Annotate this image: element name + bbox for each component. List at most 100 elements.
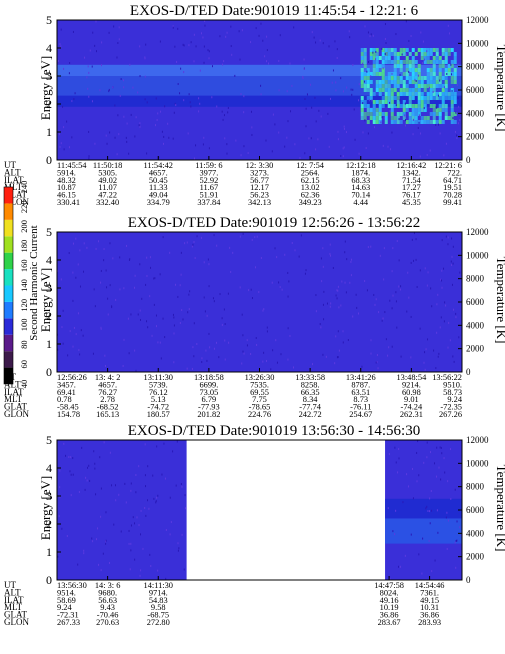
ephemeris-value: 224.76 xyxy=(248,410,271,419)
heatmap-cell xyxy=(429,96,433,100)
heatmap-cell xyxy=(393,80,397,84)
ephemeris-value: 71.54 xyxy=(402,176,422,185)
panel-1: EXOS-D/TED Date:901019 11:45:54 - 12:21:… xyxy=(4,3,505,207)
heatmap-speckle xyxy=(439,446,441,449)
heatmap-speckle xyxy=(188,308,190,311)
ephemeris-value: 7.75 xyxy=(252,395,267,404)
heatmap-cell xyxy=(378,116,382,120)
heatmap-speckle xyxy=(246,344,248,347)
heatmap-speckle xyxy=(108,88,110,91)
heatmap-speckle xyxy=(95,50,97,53)
y2-tick-label: 2000 xyxy=(466,552,485,562)
heatmap-speckle xyxy=(322,42,324,45)
heatmap-speckle xyxy=(59,486,61,489)
heatmap-cell xyxy=(432,60,436,64)
heatmap-speckle xyxy=(364,119,366,122)
heatmap-cell xyxy=(372,120,376,124)
heatmap-cell xyxy=(381,64,385,68)
heatmap-cell xyxy=(432,72,436,76)
heatmap-cell xyxy=(426,84,430,88)
heatmap-speckle xyxy=(274,123,276,126)
heatmap-speckle xyxy=(211,96,213,99)
heatmap-cell xyxy=(417,104,421,108)
ephemeris-value: 13: 4: 2 xyxy=(95,373,121,382)
y-tick-label: 0 xyxy=(46,153,52,167)
heatmap-speckle xyxy=(330,302,332,305)
heatmap-cell xyxy=(429,68,433,72)
heatmap-speckle xyxy=(332,69,334,72)
heatmap-speckle xyxy=(450,73,452,76)
ephemeris-value: 12:21: 6 xyxy=(434,161,462,170)
heatmap-speckle xyxy=(99,456,101,459)
y2-tick-label: 0 xyxy=(466,575,471,585)
heatmap-cell xyxy=(429,76,433,80)
heatmap-speckle xyxy=(418,121,420,124)
colorbar-tick-label: 160 xyxy=(19,259,29,272)
heatmap-speckle xyxy=(224,339,226,342)
heatmap-speckle xyxy=(157,112,159,115)
heatmap-speckle xyxy=(153,277,155,280)
heatmap-speckle xyxy=(369,35,371,38)
heatmap-cell xyxy=(384,52,388,56)
heatmap-cell xyxy=(450,120,454,124)
heatmap-speckle xyxy=(72,30,74,33)
heatmap-speckle xyxy=(83,242,85,245)
ephemeris-value: 8.34 xyxy=(303,395,318,404)
ephemeris-label: ILAT xyxy=(4,595,24,605)
heatmap-speckle xyxy=(79,285,81,288)
heatmap-speckle xyxy=(105,269,107,272)
heatmap-speckle xyxy=(173,361,175,364)
heatmap-speckle xyxy=(227,292,229,295)
heatmap-cell xyxy=(411,96,415,100)
heatmap-speckle xyxy=(160,357,162,360)
heatmap-cell xyxy=(411,76,415,80)
heatmap-cell xyxy=(393,48,397,52)
heatmap-speckle xyxy=(73,98,75,101)
heatmap-speckle xyxy=(204,24,206,27)
heatmap-speckle xyxy=(320,257,322,260)
heatmap-cell xyxy=(387,80,391,84)
heatmap-cell xyxy=(390,116,394,120)
heatmap-cell xyxy=(426,96,430,100)
heatmap-speckle xyxy=(455,540,457,543)
heatmap-cell xyxy=(408,116,412,120)
heatmap-speckle xyxy=(375,298,377,301)
heatmap-speckle xyxy=(146,274,148,277)
heatmap-speckle xyxy=(284,145,286,148)
heatmap-cell xyxy=(381,56,385,60)
heatmap-cell xyxy=(435,80,439,84)
heatmap-speckle xyxy=(199,102,201,105)
heatmap-speckle xyxy=(266,60,268,63)
ephemeris-value: 342.13 xyxy=(248,198,271,207)
heatmap-speckle xyxy=(108,31,110,34)
heatmap-speckle xyxy=(267,62,269,65)
heatmap-cell xyxy=(423,84,427,88)
heatmap-cell xyxy=(369,56,373,60)
heatmap-speckle xyxy=(323,290,325,293)
heatmap-cell xyxy=(375,68,379,72)
heatmap-speckle xyxy=(455,316,457,319)
heatmap-cell xyxy=(441,108,445,112)
heatmap-speckle xyxy=(430,287,432,290)
heatmap-cell xyxy=(453,100,457,104)
heatmap-cell xyxy=(435,92,439,96)
heatmap-cell xyxy=(444,52,448,56)
ephemeris-value: 12:16:42 xyxy=(396,161,426,170)
ephemeris-value: 4.44 xyxy=(353,198,368,207)
heatmap-speckle xyxy=(188,293,190,296)
heatmap-cell xyxy=(450,48,454,52)
heatmap-speckle xyxy=(437,293,439,296)
heatmap-speckle xyxy=(398,285,400,288)
heatmap-speckle xyxy=(203,136,205,139)
heatmap-cell xyxy=(411,116,415,120)
y2-tick-label: 12000 xyxy=(466,435,489,445)
heatmap-cell xyxy=(399,80,403,84)
heatmap-speckle xyxy=(366,70,368,73)
ephemeris-value: 9.01 xyxy=(404,395,419,404)
colorbar-swatch xyxy=(4,285,13,302)
y2-tick-label: 6000 xyxy=(466,297,485,307)
heatmap-cell xyxy=(411,72,415,76)
y-tick-label: 5 xyxy=(46,13,52,27)
heatmap-speckle xyxy=(200,236,202,239)
heatmap-speckle xyxy=(103,248,105,251)
